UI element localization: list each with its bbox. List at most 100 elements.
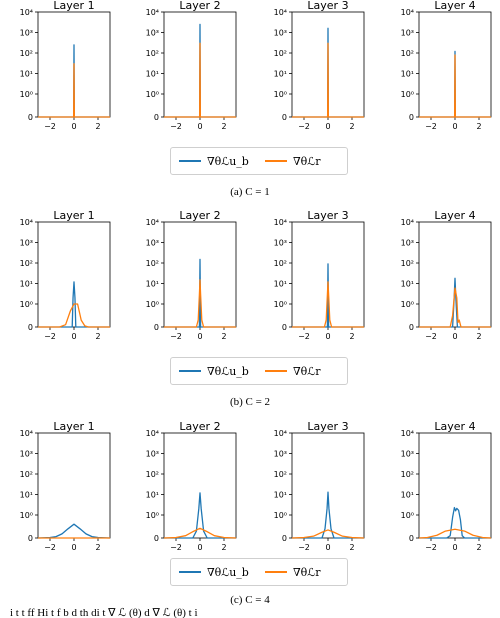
y-tick-label: 10⁴ [274, 8, 287, 17]
y-tick-label: 10⁰ [146, 511, 159, 520]
x-tick-label: −2 [425, 543, 437, 552]
series-line-grad-r [419, 54, 491, 118]
y-tick-label: 10⁰ [146, 90, 159, 99]
y-tick-label: 10² [20, 470, 33, 479]
chart-panel: Layer 3 0 10⁰ 10¹ 10² 10³ 10⁴ −2 0 2 [274, 420, 365, 552]
y-tick-label: 10³ [146, 29, 159, 38]
x-tick-label: 0 [452, 332, 457, 341]
y-tick-label: 10³ [274, 29, 287, 38]
legend-swatch-grad-ub [179, 571, 201, 573]
y-tick-label: 10² [274, 259, 287, 268]
panel-title: Layer 2 [179, 0, 220, 12]
y-tick-label: 10⁰ [274, 300, 287, 309]
x-tick-label: 0 [197, 543, 202, 552]
x-tick-label: 0 [197, 332, 202, 341]
legend-label-grad-r: ∇θℒr [293, 364, 321, 378]
y-tick-label: 10⁰ [401, 300, 414, 309]
chart-panel: Layer 2 0 10⁰ 10¹ 10² 10³ 10⁴ −2 0 2 [146, 0, 237, 131]
x-tick-label: 2 [221, 122, 226, 131]
panel-title: Layer 2 [179, 209, 220, 222]
plot-frame [37, 432, 111, 539]
chart-panel: Layer 2 0 10⁰ 10¹ 10² 10³ 10⁴ −2 0 2 [146, 209, 237, 341]
y-tick-label: 10¹ [401, 491, 414, 500]
legend: ∇θℒu_b ∇θℒr [170, 558, 348, 586]
legend-item-grad-r: ∇θℒr [265, 153, 320, 169]
x-tick-label: −2 [170, 332, 182, 341]
x-tick-label: −2 [44, 543, 56, 552]
panel-title: Layer 4 [434, 0, 475, 12]
x-tick-label: −2 [170, 543, 182, 552]
legend-swatch-grad-r [265, 370, 287, 372]
series-line-grad-r [164, 279, 236, 328]
x-tick-label: 2 [476, 122, 481, 131]
chart-panel: Layer 3 0 10⁰ 10¹ 10² 10³ 10⁴ −2 0 2 [274, 0, 365, 131]
panel-title: Layer 2 [179, 420, 220, 433]
y-tick-label: 10¹ [401, 280, 414, 289]
chart-panel: Layer 1 0 10⁰ 10¹ 10² 10³ 10⁴ −2 0 2 [20, 420, 111, 552]
y-tick-label: 10³ [401, 450, 414, 459]
x-tick-label: 2 [349, 332, 354, 341]
y-tick-label: 10⁰ [401, 90, 414, 99]
y-tick-label: 0 [282, 323, 287, 332]
x-tick-label: −2 [44, 332, 56, 341]
x-tick-label: −2 [170, 122, 182, 131]
y-tick-label: 10⁴ [20, 8, 33, 17]
y-tick-label: 10² [146, 259, 159, 268]
series-line-grad-ub [419, 506, 491, 539]
series-line-grad-r [38, 63, 110, 118]
y-tick-label: 10⁴ [146, 8, 159, 17]
legend: ∇θℒu_b ∇θℒr [170, 147, 348, 175]
x-tick-label: 0 [325, 543, 330, 552]
panel-title: Layer 4 [434, 209, 475, 222]
y-tick-label: 0 [28, 534, 33, 543]
y-tick-label: 0 [409, 534, 414, 543]
legend-label-grad-ub: ∇θℒu_b [207, 154, 249, 168]
legend-label-grad-r: ∇θℒr [293, 154, 321, 168]
x-tick-label: 2 [221, 332, 226, 341]
y-tick-label: 10² [20, 49, 33, 58]
y-tick-label: 10³ [274, 239, 287, 248]
caption-c: (c) C = 4 [230, 594, 270, 606]
series-line-grad-ub [164, 492, 236, 539]
y-tick-label: 10² [401, 49, 414, 58]
chart-panel: Layer 4 0 10⁰ 10¹ 10² 10³ 10⁴ −2 0 2 [401, 420, 492, 552]
x-tick-label: 0 [325, 332, 330, 341]
series-line-grad-r [164, 42, 236, 118]
x-tick-label: 2 [476, 543, 481, 552]
y-tick-label: 10³ [274, 450, 287, 459]
y-tick-label: 10¹ [146, 70, 159, 79]
series-line-grad-r [292, 42, 364, 118]
legend-item-grad-ub: ∇θℒu_b [179, 363, 249, 379]
series-line-grad-r [38, 303, 110, 328]
y-tick-label: 10¹ [20, 280, 33, 289]
chart-panel: Layer 4 0 10⁰ 10¹ 10² 10³ 10⁴ −2 0 2 [401, 0, 492, 131]
legend-swatch-grad-ub [179, 160, 201, 162]
legend: ∇θℒu_b ∇θℒr [170, 357, 348, 385]
y-tick-label: 0 [282, 113, 287, 122]
legend-label-grad-r: ∇θℒr [293, 565, 321, 579]
legend-item-grad-ub: ∇θℒu_b [179, 153, 249, 169]
y-tick-label: 10³ [401, 29, 414, 38]
y-tick-label: 10³ [20, 29, 33, 38]
series-line-grad-r [291, 529, 365, 539]
y-tick-label: 0 [409, 113, 414, 122]
x-tick-label: 2 [95, 122, 100, 131]
y-tick-label: 10² [401, 259, 414, 268]
figure-footer-text: i t t ff Hi t f b d th di t ∇ ℒ (θ) d ∇ … [10, 607, 198, 618]
panel-title: Layer 1 [53, 420, 94, 433]
panel-title: Layer 1 [53, 209, 94, 222]
x-tick-label: 0 [71, 543, 76, 552]
legend-swatch-grad-r [265, 160, 287, 162]
y-tick-label: 10¹ [274, 70, 287, 79]
series-line-grad-ub [292, 263, 364, 328]
legend-item-grad-ub: ∇θℒu_b [179, 564, 249, 580]
plot-frame [291, 432, 365, 539]
series-line-grad-r [419, 287, 491, 328]
chart-panel: Layer 3 0 10⁰ 10¹ 10² 10³ 10⁴ −2 0 2 [274, 209, 365, 341]
y-tick-label: 10² [146, 470, 159, 479]
chart-panel: Layer 1 0 10⁰ 10¹ 10² 10³ 10⁴ −2 0 2 [20, 209, 111, 341]
x-tick-label: 2 [349, 122, 354, 131]
x-tick-label: −2 [298, 122, 310, 131]
y-tick-label: 10³ [20, 239, 33, 248]
plot-frame [418, 221, 492, 328]
